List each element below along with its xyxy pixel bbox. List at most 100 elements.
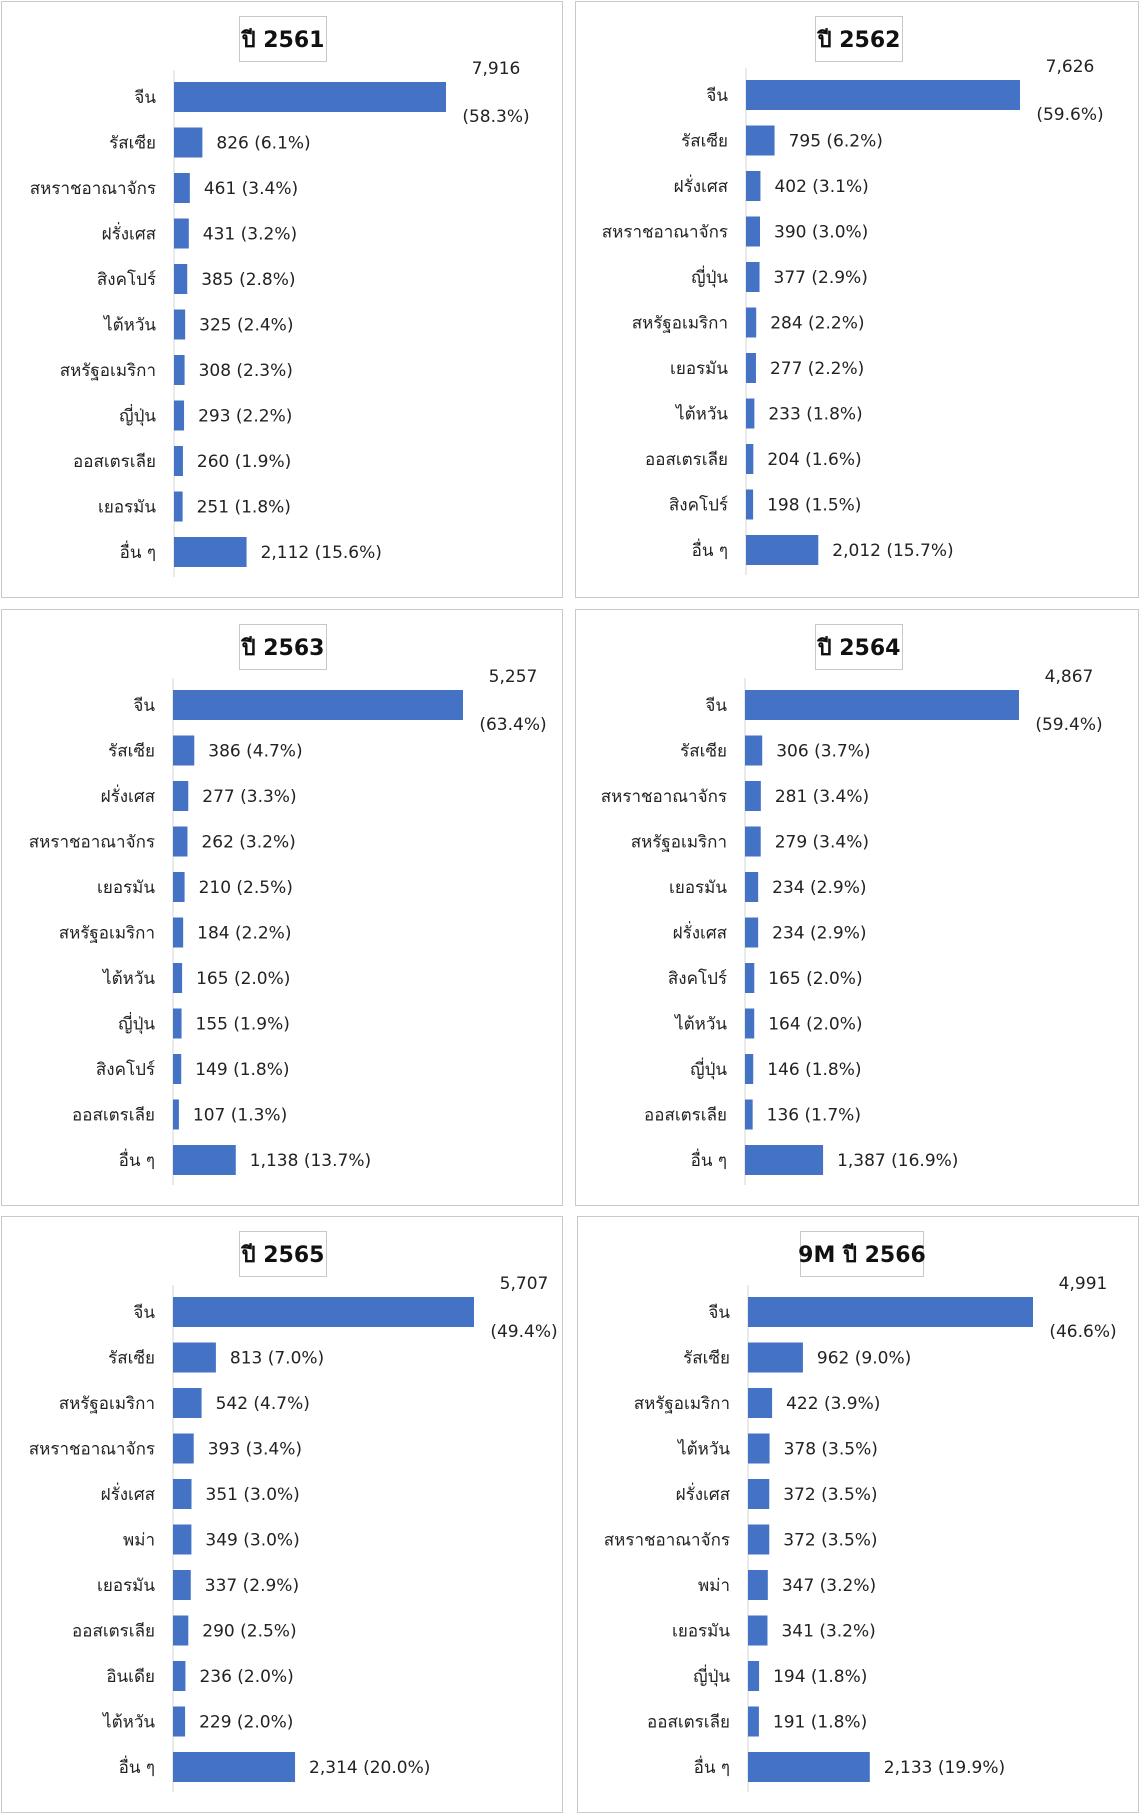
category-label: เยอรมัน <box>97 1576 155 1596</box>
data-label: 337 (2.9%) <box>205 1576 299 1596</box>
bar-5 <box>748 1524 770 1555</box>
chart-panel-9m-2566: 9M ปี 2566 จีน 4,991 (46.6%) รัสเซีย 962 (9.… <box>577 1216 1139 1813</box>
data-label: 795 (6.2%) <box>789 132 883 152</box>
bar-2 <box>173 781 189 811</box>
data-label: 262 (3.2%) <box>201 833 295 853</box>
data-label: 149 (1.8%) <box>195 1060 289 1080</box>
data-label: 386 (4.7%) <box>208 742 302 762</box>
bar-chart-2564: จีน 4,867 (59.4%) รัสเซีย 306 (3.7%) สหราชอาณ… <box>601 667 1103 1185</box>
data-label: 236 (2.0%) <box>199 1667 293 1687</box>
category-label: ไต้หวัน <box>673 1014 727 1035</box>
data-label: 107 (1.3%) <box>193 1106 287 1126</box>
data-label-percent: (63.4%) <box>479 715 546 735</box>
category-label: สหราชอาณาจักร <box>602 223 728 243</box>
category-label: อื่น ๆ <box>119 1755 155 1778</box>
data-label: 402 (3.1%) <box>774 177 868 197</box>
data-label-value: 7,626 <box>1046 57 1095 77</box>
category-label: พม่า <box>698 1576 730 1596</box>
bar-1 <box>748 1342 803 1373</box>
bar-0 <box>173 690 463 720</box>
data-label: 260 (1.9%) <box>197 452 291 472</box>
bar-2 <box>745 781 761 811</box>
data-label-percent: (59.6%) <box>1036 105 1103 125</box>
data-label: 146 (1.8%) <box>767 1060 861 1080</box>
category-label: ญี่ปุ่น <box>118 1012 155 1035</box>
bar-7 <box>745 1008 755 1039</box>
bar-chart-2565: จีน 5,707 (49.4%) รัสเซีย 813 (7.0%) สหรัฐอเม… <box>29 1274 558 1792</box>
category-label: สหรัฐอเมริกา <box>634 1394 730 1414</box>
bar-7 <box>173 1008 182 1039</box>
data-label: 191 (1.8%) <box>773 1713 867 1733</box>
category-label: ออสเตรเลีย <box>647 1713 730 1733</box>
category-label: ญี่ปุ่น <box>691 265 728 288</box>
data-label: 2,112 (15.6%) <box>261 543 382 563</box>
category-label: จีน <box>134 88 156 108</box>
data-label: 293 (2.2%) <box>198 407 292 427</box>
data-label: 2,012 (15.7%) <box>832 541 953 561</box>
bar-0 <box>746 80 1020 110</box>
category-label: ญี่ปุ่น <box>119 404 156 427</box>
chart-panel-2562: ปี 2562 จีน 7,626 (59.6%) รัสเซีย 795 (6.2%)… <box>575 1 1139 598</box>
bar-6 <box>748 1570 768 1600</box>
category-label: เยอรมัน <box>97 878 155 898</box>
category-label: รัสเซีย <box>108 742 155 762</box>
bar-10 <box>748 1752 870 1782</box>
data-label: 210 (2.5%) <box>199 878 293 898</box>
bar-4 <box>745 872 759 902</box>
bar-0 <box>745 690 1019 720</box>
bar-5 <box>745 917 759 948</box>
bar-4 <box>174 264 188 294</box>
data-label-percent: (49.4%) <box>490 1322 557 1342</box>
chart-panel-2565: ปี 2565 จีน 5,707 (49.4%) รัสเซีย 813 (7.0%)… <box>1 1216 563 1813</box>
bar-8 <box>173 1054 182 1084</box>
category-label: เยอรมัน <box>98 498 156 518</box>
data-label: 184 (2.2%) <box>197 924 291 944</box>
chart-title: ปี 2563 <box>239 624 327 670</box>
data-label: 308 (2.3%) <box>199 361 293 381</box>
category-label: จีน <box>708 1303 730 1323</box>
category-label: ออสเตรเลีย <box>73 452 156 472</box>
category-label: รัสเซีย <box>681 132 728 152</box>
data-label-value: 5,257 <box>489 667 538 687</box>
data-label-value: 4,867 <box>1045 667 1094 687</box>
category-label: จีน <box>706 86 728 106</box>
data-label-value: 4,991 <box>1059 1274 1108 1294</box>
bar-1 <box>173 735 195 766</box>
data-label: 281 (3.4%) <box>775 787 869 807</box>
bar-7 <box>174 400 185 431</box>
bar-6 <box>174 355 185 385</box>
bar-10 <box>746 535 819 565</box>
data-label: 198 (1.5%) <box>767 496 861 516</box>
chart-title: ปี 2564 <box>815 624 903 670</box>
category-label: สหราชอาณาจักร <box>29 833 155 853</box>
bar-7 <box>746 398 755 429</box>
bar-10 <box>173 1752 296 1782</box>
category-label: รัสเซีย <box>108 1349 155 1369</box>
data-label: 136 (1.7%) <box>767 1106 861 1126</box>
data-label: 194 (1.8%) <box>773 1667 867 1687</box>
bar-9 <box>748 1706 759 1737</box>
bar-1 <box>745 735 763 766</box>
category-label: สหราชอาณาจักร <box>30 179 156 199</box>
category-label: ฝรั่งเศส <box>673 921 728 944</box>
bar-10 <box>174 537 247 567</box>
bar-8 <box>173 1661 186 1691</box>
category-label: ไต้หวัน <box>101 1712 155 1733</box>
bar-8 <box>748 1661 760 1691</box>
category-label: ฝรั่งเศส <box>674 174 729 197</box>
category-label: ญี่ปุ่น <box>690 1057 727 1080</box>
data-label: 390 (3.0%) <box>774 223 868 243</box>
bar-10 <box>745 1145 824 1175</box>
bar-7 <box>748 1615 768 1646</box>
chart-title: ปี 2562 <box>815 16 903 62</box>
bar-6 <box>745 963 755 993</box>
category-label: อินเดีย <box>106 1667 155 1687</box>
bar-4 <box>173 1479 192 1509</box>
category-label: สหราชอาณาจักร <box>601 787 727 807</box>
bar-chart-2563: จีน 5,257 (63.4%) รัสเซีย 386 (4.7%) ฝรั่งเศส… <box>29 667 547 1185</box>
category-label: สหรัฐอเมริกา <box>631 833 727 853</box>
data-label: 155 (1.9%) <box>196 1015 290 1035</box>
category-label: ออสเตรเลีย <box>644 1106 727 1126</box>
data-label: 251 (1.8%) <box>197 498 291 518</box>
data-label: 341 (3.2%) <box>781 1622 875 1642</box>
